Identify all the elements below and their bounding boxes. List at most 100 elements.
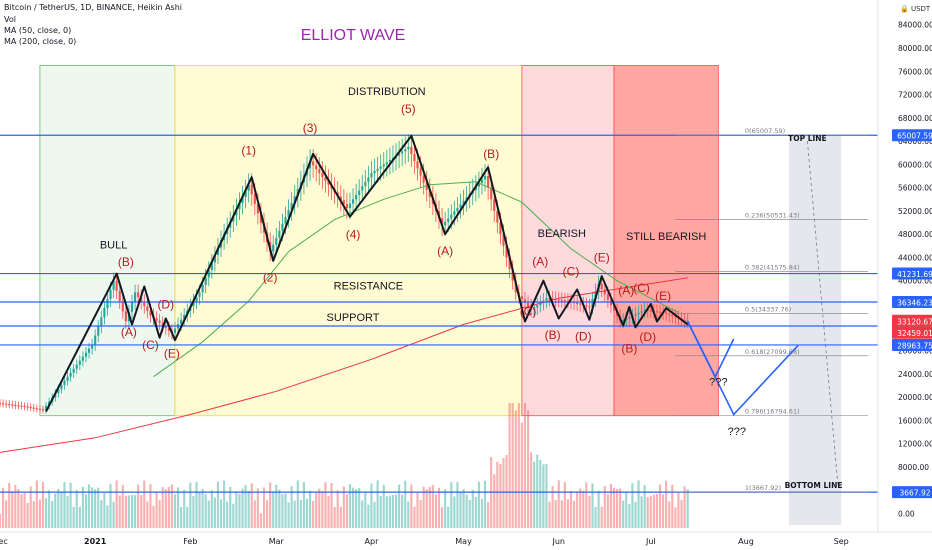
wave-label: (C) [520,305,537,319]
volume-bar [143,480,146,528]
candle-body [557,299,560,301]
fib-level-label: 0(65007.59) [745,127,785,135]
volume-bar [370,483,373,528]
candle-body [649,310,652,312]
volume-bar [428,486,431,528]
wave-label: (A) [437,244,453,258]
wave-label: (B) [545,328,561,342]
volume-bar [164,489,167,528]
volume-bar [336,490,339,528]
volume-bar [425,489,428,528]
volume-bar [355,489,358,528]
candle-body [72,368,75,373]
volume-bar [373,501,376,528]
candle-body [342,200,345,205]
candle-body [69,372,72,377]
candle-body [483,176,487,180]
candle-body [192,301,195,306]
volume-bar [511,403,514,528]
volume-bar [404,480,407,528]
wave-label: (C) [633,281,650,295]
candle-body [256,203,259,214]
candle-body [112,280,115,290]
candle-body [66,376,69,381]
candle-body [247,184,250,191]
volume-bar [38,499,41,528]
candle-body [29,406,32,409]
volume-bar [17,489,20,528]
volume-bar [69,482,72,528]
candle-body [462,200,465,205]
wave-label: (E) [164,347,180,361]
candle-body [407,146,410,150]
x-tick-label: 2021 [84,537,107,546]
volume-bar [600,506,603,528]
candle-body [511,269,514,281]
candle-body [11,404,14,406]
price-badge: 33120.67 [897,317,932,326]
candle-body [373,170,376,174]
volume-bar [149,484,152,528]
candle-body [364,181,367,187]
volume-bar [63,482,66,528]
volume-bar [26,503,29,528]
candle-body [238,203,241,210]
volume-bar [437,487,441,528]
volume-bar [536,454,539,528]
volume-bar [465,494,468,528]
candle-body [75,364,78,369]
candle-body [20,405,23,407]
volume-bar [118,495,121,528]
candle-body [591,299,594,307]
fib-level-label: 0.236(50531.43) [745,211,800,219]
y-tick-label: 72000.00 [898,91,932,100]
volume-bar [312,500,315,528]
volume-bar [444,489,447,528]
candle-body [124,311,127,322]
volume-bar [238,493,241,528]
volume-bar [419,500,422,528]
volume-bar [548,501,551,528]
volume-bar [493,474,496,528]
volume-bar [391,494,395,528]
volume-bar [471,489,474,528]
volume-bar [585,482,588,528]
fib-level-label: 0.382(41575.84) [745,264,800,272]
x-tick-label: Aug [738,537,754,546]
volume-bar [14,484,17,528]
candle-body [161,323,164,326]
volume-bar [241,488,244,528]
volume-bar [66,496,69,528]
volume-bar [100,500,103,528]
volume-bar [649,495,652,528]
wave-label: (4) [346,227,361,241]
volume-bar [158,500,161,528]
volume-bar [376,480,379,528]
candle-body [487,176,490,188]
volume-bar [407,501,410,528]
y-tick-label: 52000.00 [898,207,932,216]
candle-body [158,320,161,324]
volume-bar [137,484,140,528]
candle-body [554,299,557,301]
volume-bar [554,500,557,528]
y-tick-label: 64000.00 [898,137,932,146]
candle-body [416,161,419,169]
volume-bar [41,481,45,528]
fib-level-label: 0.618(27099.68) [745,348,800,356]
volume-bar [523,403,527,528]
candle-body [41,409,45,411]
candle-body [210,262,213,270]
y-tick-label: 20000.00 [898,393,932,402]
volume-bar [75,489,78,528]
candle-body [643,309,646,312]
candle-body [146,306,149,311]
volume-bar [588,495,591,528]
candle-body [367,177,370,182]
currency-label[interactable]: 🔒 USDT [900,5,930,13]
candle-body [612,305,616,311]
level-badge-bg [892,486,932,499]
currency-text: USDT [910,5,931,13]
volume-bar [198,492,201,528]
